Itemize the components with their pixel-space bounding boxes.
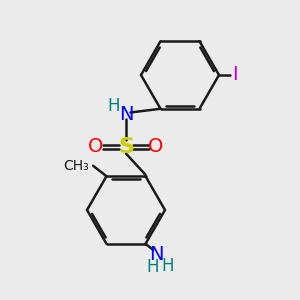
- Text: N: N: [119, 104, 133, 124]
- Text: S: S: [118, 137, 134, 157]
- Text: O: O: [148, 137, 164, 157]
- Text: CH₃: CH₃: [63, 159, 88, 173]
- Text: H: H: [146, 258, 159, 276]
- Text: O: O: [88, 137, 104, 157]
- Text: H: H: [107, 97, 120, 115]
- Text: I: I: [232, 65, 238, 85]
- Text: H: H: [161, 257, 174, 275]
- Text: N: N: [149, 245, 163, 264]
